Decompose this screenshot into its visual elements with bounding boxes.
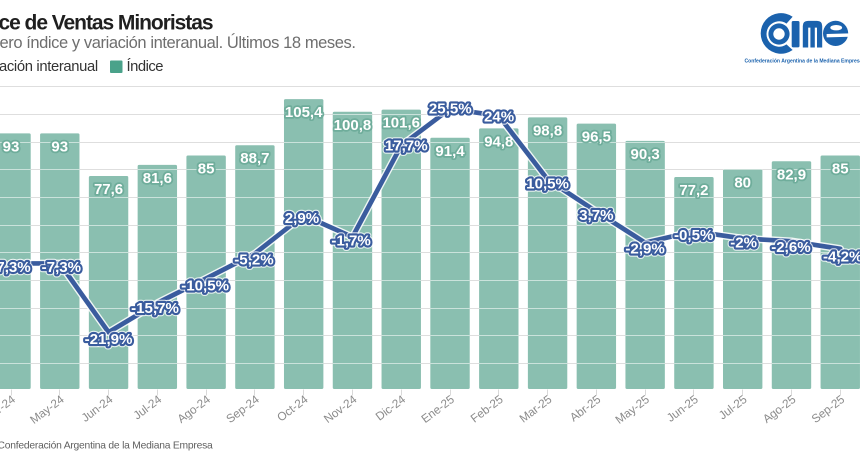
svg-text:-15,7%: -15,7%: [131, 300, 179, 317]
svg-text:3,7%: 3,7%: [579, 207, 614, 224]
svg-text:77,6: 77,6: [94, 181, 123, 198]
svg-text:85: 85: [832, 160, 849, 177]
svg-text:Dic-24: Dic-24: [373, 392, 409, 424]
svg-text:17,7%: 17,7%: [385, 138, 428, 155]
svg-text:-7,3%: -7,3%: [0, 259, 31, 276]
svg-text:Índice: Índice: [127, 58, 164, 75]
svg-text:93: 93: [51, 138, 68, 155]
svg-text:10,5%: 10,5%: [526, 175, 569, 192]
svg-text:77,2: 77,2: [679, 182, 708, 199]
svg-text:90,3: 90,3: [631, 146, 660, 163]
svg-text:-7,3%: -7,3%: [42, 259, 82, 276]
svg-text:Ago-24: Ago-24: [175, 392, 214, 426]
svg-text:Jul-24: Jul-24: [130, 392, 164, 422]
svg-text:Abr-24: Abr-24: [0, 392, 18, 424]
svg-text:ación interanual: ación interanual: [0, 59, 98, 75]
svg-text:Sep-24: Sep-24: [223, 392, 262, 426]
svg-text:25,5%: 25,5%: [429, 101, 472, 118]
svg-text:24%: 24%: [484, 109, 515, 126]
svg-text:-10,5%: -10,5%: [181, 278, 229, 295]
svg-text:ero índice y variación interan: ero índice y variación interanual. Últim…: [0, 33, 356, 52]
svg-text:Mar-25: Mar-25: [517, 392, 555, 426]
svg-text:-4,2%: -4,2%: [823, 248, 860, 265]
svg-text:Sep-25: Sep-25: [809, 392, 848, 426]
svg-text:May-24: May-24: [27, 392, 67, 427]
svg-text:-2,9%: -2,9%: [625, 241, 665, 258]
svg-text:Ago-25: Ago-25: [760, 392, 799, 426]
svg-text:96,5: 96,5: [582, 129, 611, 146]
svg-text:Nov-24: Nov-24: [321, 392, 360, 426]
svg-text:Confederación Argentina de la: Confederación Argentina de la Mediana Em…: [745, 59, 860, 65]
svg-text:-21,9%: -21,9%: [85, 331, 133, 348]
svg-text:81,6: 81,6: [143, 170, 172, 187]
svg-text:101,6: 101,6: [382, 115, 420, 132]
svg-text:85: 85: [198, 160, 215, 177]
svg-text:May-25: May-25: [613, 392, 653, 427]
svg-text:2,9%: 2,9%: [285, 210, 320, 227]
svg-text:82,9: 82,9: [777, 166, 806, 183]
svg-text:91,4: 91,4: [435, 143, 465, 160]
svg-text:88,7: 88,7: [240, 150, 269, 167]
svg-text:Ene-25: Ene-25: [418, 392, 457, 426]
svg-text:-1,7%: -1,7%: [331, 233, 371, 250]
svg-text:Abr-25: Abr-25: [567, 392, 604, 424]
svg-text:98,8: 98,8: [533, 122, 562, 139]
svg-text:105,4: 105,4: [285, 104, 323, 121]
svg-text:Jun-24: Jun-24: [79, 392, 116, 425]
svg-text:Feb-25: Feb-25: [468, 392, 506, 426]
svg-text:Confederación Argentina de la: Confederación Argentina de la Mediana Em…: [0, 441, 213, 452]
svg-text:-0,5%: -0,5%: [674, 227, 714, 244]
svg-text:-2,6%: -2,6%: [771, 239, 811, 256]
svg-text:Oct-24: Oct-24: [274, 392, 311, 424]
svg-text:80: 80: [734, 174, 751, 191]
svg-text:Jun-25: Jun-25: [664, 392, 701, 425]
svg-text:-2%: -2%: [730, 234, 757, 251]
svg-text:93: 93: [3, 138, 20, 155]
svg-text:94,8: 94,8: [484, 133, 513, 150]
svg-text:ce de Ventas Minoristas: ce de Ventas Minoristas: [0, 12, 213, 35]
svg-text:100,8: 100,8: [334, 117, 372, 134]
svg-text:Jul-25: Jul-25: [716, 392, 750, 422]
svg-text:-5,2%: -5,2%: [234, 252, 274, 269]
